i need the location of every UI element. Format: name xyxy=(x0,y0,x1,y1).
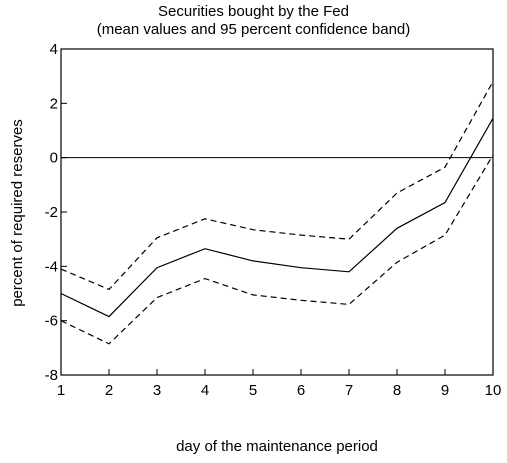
chart-subtitle: (mean values and 95 percent confidence b… xyxy=(96,21,411,38)
x-tick-label: 5 xyxy=(249,382,257,399)
x-tick-label: 4 xyxy=(201,382,209,399)
y-tick-label: -6 xyxy=(45,313,58,330)
x-tick-label: 6 xyxy=(297,382,305,399)
series-line-mean xyxy=(60,118,494,318)
y-tick-label: -8 xyxy=(45,367,58,384)
series-line-upper xyxy=(60,81,494,291)
chart-title: Securities bought by the Fed xyxy=(158,3,349,20)
x-tick-label: 3 xyxy=(153,382,161,399)
series-line-lower xyxy=(60,154,494,345)
x-tick-label: 9 xyxy=(441,382,449,399)
x-axis-label: day of the maintenance period xyxy=(176,438,378,455)
x-tick-label: 2 xyxy=(105,382,113,399)
y-tick-label: 0 xyxy=(50,150,58,167)
x-tick-label: 7 xyxy=(345,382,353,399)
y-tick-label: 4 xyxy=(50,41,58,58)
x-tick-label: 10 xyxy=(485,382,502,399)
y-tick-label: 2 xyxy=(50,95,58,112)
y-tick-label: -2 xyxy=(45,204,58,221)
y-tick-label: -4 xyxy=(45,258,58,275)
y-axis-label: percent of required reserves xyxy=(9,119,26,307)
x-tick-label: 8 xyxy=(393,382,401,399)
x-tick-label: 1 xyxy=(57,382,65,399)
